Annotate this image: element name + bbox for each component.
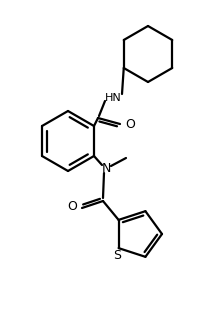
Text: S: S: [114, 249, 122, 262]
Text: O: O: [67, 200, 77, 214]
Text: HN: HN: [105, 93, 121, 103]
Text: O: O: [125, 118, 135, 131]
Text: N: N: [101, 161, 111, 174]
